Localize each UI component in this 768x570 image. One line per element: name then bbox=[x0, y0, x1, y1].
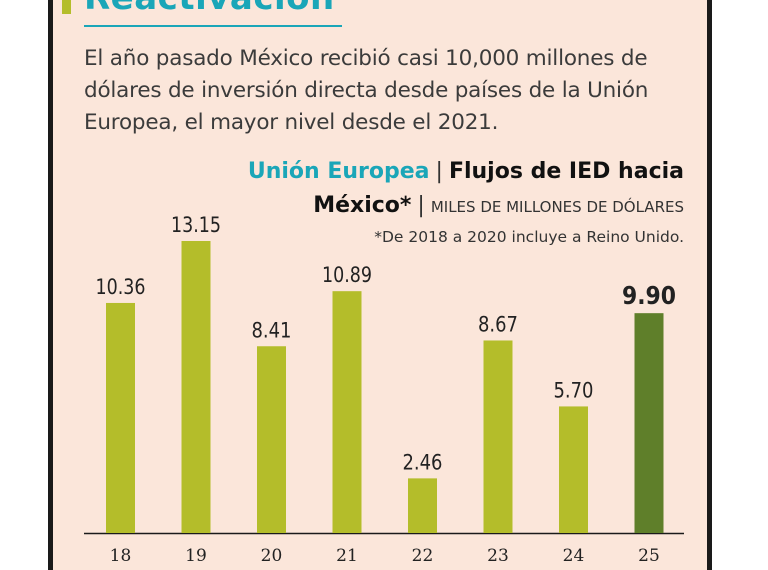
chart-header: Unión Europea | Flujos de IED hacia México… bbox=[248, 155, 684, 224]
value-label-20: 8.41 bbox=[252, 318, 292, 342]
value-label-22: 2.46 bbox=[403, 450, 443, 474]
x-tick-label-21: 21 bbox=[336, 546, 358, 566]
value-label-21: 10.89 bbox=[322, 263, 372, 287]
page-title: Reactivación bbox=[84, 0, 335, 18]
x-tick-label-24: 24 bbox=[563, 546, 585, 566]
x-tick-label-25: 25 bbox=[638, 546, 660, 566]
chart-units-separator: | bbox=[417, 193, 425, 218]
x-tick-label-22: 22 bbox=[412, 546, 434, 566]
chart-title-region: Unión Europea bbox=[247, 159, 430, 184]
x-tick-label-20: 20 bbox=[261, 546, 283, 566]
x-tick-label-23: 23 bbox=[487, 546, 509, 566]
bar-20 bbox=[257, 346, 286, 533]
bar-25 bbox=[634, 313, 664, 533]
x-tick-label-19: 19 bbox=[185, 546, 207, 566]
value-label-19: 13.15 bbox=[171, 213, 221, 237]
chart-footnote: *De 2018 a 2020 incluye a Reino Unido. bbox=[374, 228, 684, 246]
chart-title: Flujos de IED hacia bbox=[448, 159, 684, 184]
intro-text: El año pasado México recibió casi 10,000… bbox=[84, 46, 649, 135]
value-label-24: 5.70 bbox=[554, 378, 594, 402]
bar-24 bbox=[559, 406, 588, 533]
x-tick-label-18: 18 bbox=[110, 546, 132, 566]
chart-units: MILES DE MILLONES DE DÓLARES bbox=[430, 198, 684, 216]
value-label-23: 8.67 bbox=[478, 312, 518, 336]
bar-19 bbox=[181, 241, 211, 533]
value-label-25: 9.90 bbox=[622, 281, 676, 310]
infographic-panel bbox=[48, 0, 712, 570]
bar-18 bbox=[106, 302, 135, 533]
title-accent-bar bbox=[62, 0, 71, 14]
title-underline bbox=[84, 25, 342, 27]
bar-21 bbox=[332, 291, 362, 533]
chart-title-separator: | bbox=[435, 159, 443, 184]
chart-title-line2: México* bbox=[313, 193, 412, 218]
value-label-18: 10.36 bbox=[96, 275, 146, 299]
bar-22 bbox=[408, 478, 437, 533]
bar-23 bbox=[483, 340, 513, 533]
